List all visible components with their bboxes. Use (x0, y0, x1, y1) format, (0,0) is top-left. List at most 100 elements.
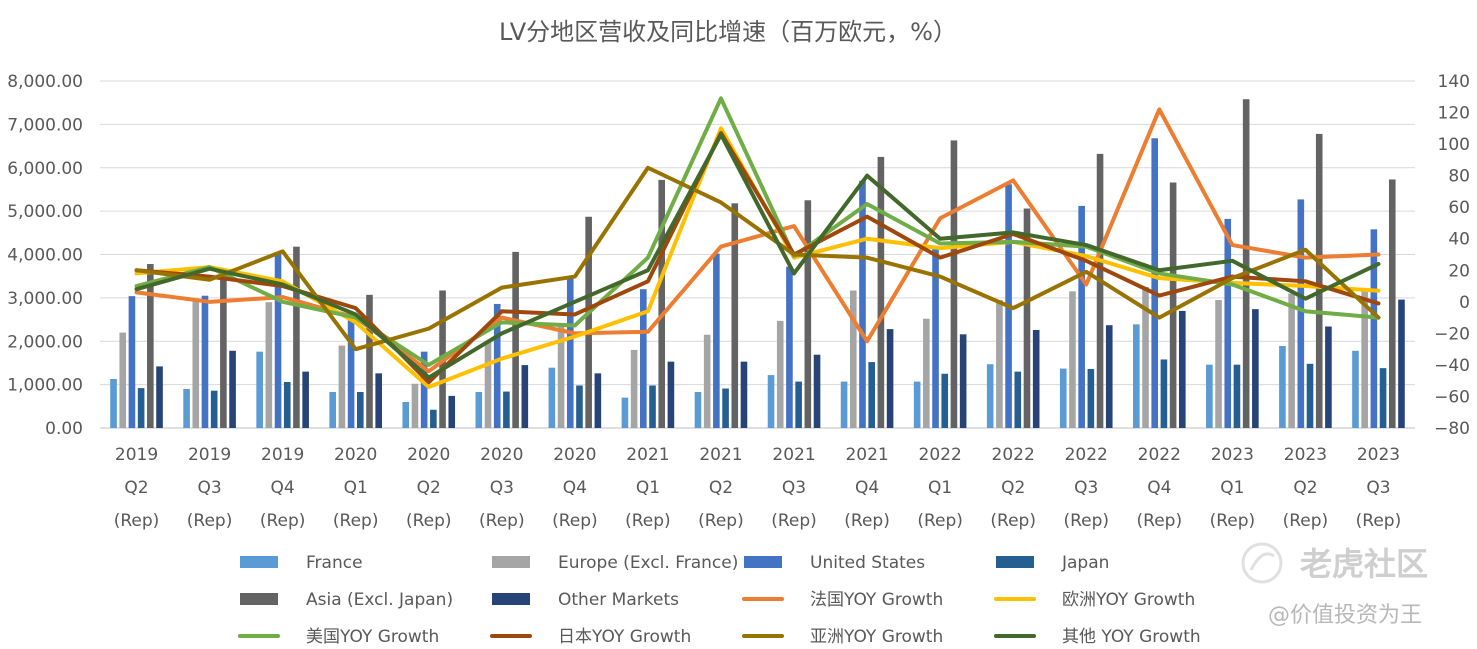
bar (210, 390, 218, 428)
bar (621, 397, 629, 428)
legend-item: Japan (996, 553, 1109, 573)
bar (1398, 299, 1405, 428)
bar (849, 290, 857, 428)
bar (1160, 359, 1168, 428)
bar (767, 375, 775, 428)
bar (119, 332, 127, 428)
left-tick-label: 2,000.00 (7, 332, 83, 352)
bar (740, 361, 748, 428)
bar (402, 401, 410, 428)
bar (959, 334, 967, 428)
bar (1252, 309, 1259, 428)
bar (183, 388, 190, 428)
bar (1361, 291, 1368, 428)
left-tick-label: 6,000.00 (7, 159, 83, 179)
x-axis: 2019 Q2 (Rep) 2019 Q3 (Rep) 2019 Q4 (Rep) 2020 Q1(… (114, 445, 1402, 531)
bar (913, 381, 921, 428)
bar (430, 409, 437, 428)
bar (649, 385, 656, 428)
bar (840, 381, 848, 428)
legend-item: 日本YOY Growth (490, 627, 691, 647)
legend-swatch (744, 556, 782, 568)
legend-item: Other Markets (492, 590, 679, 610)
bar (1279, 346, 1286, 428)
bar (375, 373, 382, 428)
bar (484, 342, 492, 428)
bar (1215, 300, 1222, 428)
right-tick-label: 140 (1438, 72, 1470, 92)
bar (795, 381, 802, 428)
legend-item: 其他 YOY Growth (994, 627, 1201, 647)
bar (283, 382, 291, 428)
x-tick-label: 2019 Q4 (Rep) (260, 445, 306, 531)
bar (256, 351, 263, 428)
right-tick-label: −40 (1434, 356, 1470, 376)
bar (868, 362, 875, 428)
x-tick-label: 2021 Q3 (Rep) (771, 445, 817, 531)
bar (566, 277, 574, 428)
bar (1379, 368, 1387, 428)
bar (594, 373, 602, 428)
legend: France Europe (Excl. France) United States… (238, 553, 1201, 647)
legend-label: Asia (Excl. Japan) (306, 590, 453, 610)
legend-label: Japan (1061, 553, 1109, 573)
x-tick-label: 2022 Q4 (Rep) (1137, 445, 1183, 531)
bar (667, 361, 675, 428)
left-tick-label: 1,000.00 (7, 376, 83, 396)
series-line (134, 96, 1381, 367)
bar (703, 334, 711, 428)
series-line (134, 132, 1381, 380)
right-tick-label: 60 (1448, 198, 1470, 218)
legend-label: United States (810, 553, 925, 573)
bar (1206, 364, 1213, 428)
bar (156, 366, 163, 428)
bar (1352, 350, 1359, 428)
bar (274, 252, 282, 428)
right-tick-label: 0 (1459, 293, 1470, 313)
bar (110, 378, 117, 428)
bar (356, 392, 364, 428)
left-tick-label: 0.00 (45, 419, 83, 439)
legend-label: France (306, 553, 363, 573)
bar (1224, 218, 1232, 428)
legend-item: 欧洲YOY Growth (994, 590, 1195, 610)
bar (886, 329, 894, 428)
bar (1151, 138, 1159, 428)
legend-item: United States (744, 553, 925, 573)
bar (1169, 182, 1177, 428)
x-tick-label: 2019 Q2 (Rep) (114, 445, 160, 531)
bar (448, 395, 456, 428)
bar (1179, 310, 1186, 428)
bar (932, 245, 939, 428)
bar (640, 289, 647, 428)
legend-label: Europe (Excl. France) (558, 553, 738, 573)
x-tick-label: 2021 Q1 (Rep) (625, 445, 671, 531)
bar (366, 294, 373, 428)
bar (1142, 287, 1149, 428)
right-tick-label: 120 (1438, 104, 1470, 124)
watermark: 老虎社区 @价值投资为王 (1241, 542, 1428, 628)
bar (503, 391, 510, 428)
bar (128, 296, 136, 428)
bar (1315, 133, 1323, 429)
series-line (134, 165, 1381, 352)
legend-label: 欧洲YOY Growth (1062, 590, 1195, 610)
bar (986, 364, 994, 428)
right-tick-label: 40 (1448, 230, 1470, 250)
x-tick-label: 2023 Q3 (Rep) (1356, 445, 1402, 531)
bar (557, 326, 565, 428)
legend-swatch (996, 556, 1034, 568)
bar (1133, 324, 1140, 428)
right-tick-label: 20 (1448, 261, 1470, 281)
bar (512, 251, 519, 428)
bar (1096, 153, 1104, 428)
bar (220, 276, 227, 428)
bar (859, 180, 866, 428)
x-tick-label: 2020 Q1 (Rep) (333, 445, 379, 531)
legend-swatch (240, 556, 278, 568)
left-tick-label: 4,000.00 (7, 246, 83, 266)
right-tick-label: 100 (1438, 135, 1470, 155)
bar (1288, 293, 1295, 428)
watermark-user: @价值投资为王 (1268, 603, 1422, 628)
bar (658, 179, 666, 428)
